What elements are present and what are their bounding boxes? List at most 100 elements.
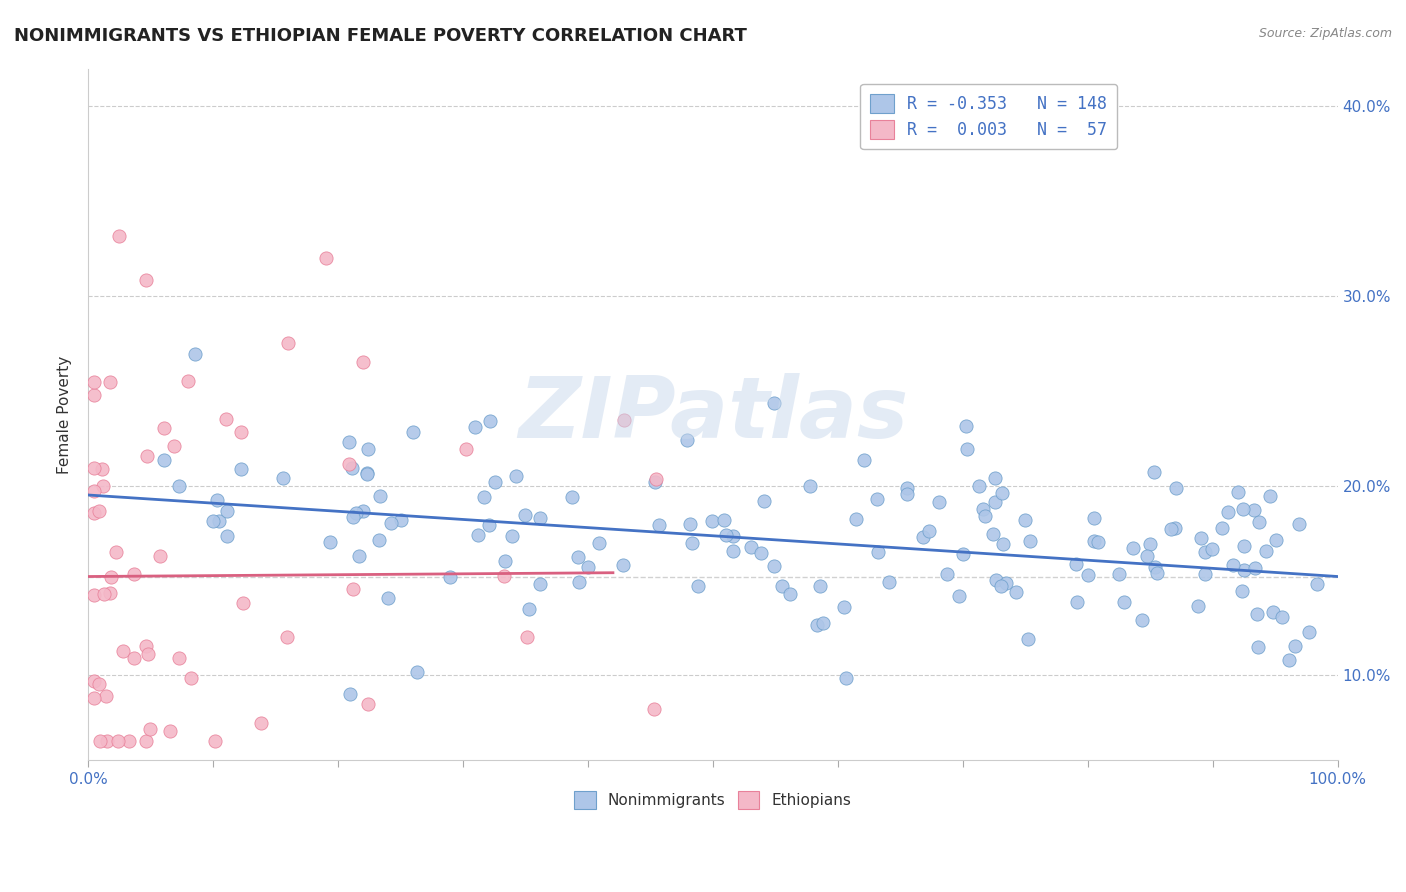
Point <box>205 492 228 507</box>
Point <box>342 582 364 597</box>
Point <box>567 549 589 564</box>
Point <box>1187 599 1209 614</box>
Point <box>402 425 425 439</box>
Point <box>356 466 378 480</box>
Point <box>1108 567 1130 582</box>
Point <box>339 457 361 471</box>
Point <box>832 600 855 615</box>
Point <box>974 508 997 523</box>
Point <box>315 251 337 265</box>
Point <box>714 527 737 541</box>
Point <box>990 579 1012 593</box>
Point <box>1064 557 1087 571</box>
Point <box>1246 640 1268 654</box>
Point <box>1232 501 1254 516</box>
Legend: Nonimmigrants, Ethiopians: Nonimmigrants, Ethiopians <box>568 785 858 815</box>
Point <box>852 453 875 467</box>
Point <box>83 460 105 475</box>
Point <box>136 449 159 463</box>
Point <box>319 535 342 549</box>
Point <box>153 452 176 467</box>
Point <box>134 734 156 748</box>
Point <box>204 734 226 748</box>
Point <box>1246 607 1268 621</box>
Point <box>1260 489 1282 503</box>
Point <box>770 579 793 593</box>
Point <box>136 647 159 661</box>
Point <box>357 697 380 711</box>
Point <box>337 435 360 450</box>
Point <box>806 617 828 632</box>
Point <box>984 573 1007 587</box>
Point <box>529 510 551 524</box>
Point <box>505 469 527 483</box>
Point <box>1114 595 1136 609</box>
Point <box>380 516 402 531</box>
Point <box>352 503 374 517</box>
Point <box>1122 541 1144 555</box>
Point <box>952 547 974 561</box>
Point <box>167 651 190 665</box>
Point <box>676 434 699 448</box>
Point <box>896 487 918 501</box>
Point <box>89 734 111 748</box>
Point <box>936 566 959 581</box>
Point <box>208 514 231 528</box>
Point <box>1243 502 1265 516</box>
Point <box>98 375 121 389</box>
Point <box>501 529 523 543</box>
Point <box>439 570 461 584</box>
Point <box>1247 515 1270 529</box>
Point <box>529 576 551 591</box>
Point <box>89 677 111 691</box>
Point <box>1226 484 1249 499</box>
Point <box>918 524 941 539</box>
Point <box>928 495 950 509</box>
Point <box>679 516 702 531</box>
Point <box>1004 584 1026 599</box>
Point <box>177 374 200 388</box>
Point <box>352 355 374 369</box>
Point <box>754 494 776 508</box>
Point <box>1066 595 1088 609</box>
Point <box>111 644 134 658</box>
Point <box>763 395 786 409</box>
Point <box>202 514 225 528</box>
Point <box>149 549 172 563</box>
Point <box>643 701 665 715</box>
Point <box>1083 533 1105 548</box>
Point <box>271 471 294 485</box>
Point <box>456 442 478 456</box>
Point <box>342 461 364 475</box>
Point <box>517 602 540 616</box>
Point <box>339 687 361 701</box>
Point <box>972 502 994 516</box>
Point <box>990 486 1012 500</box>
Point <box>1233 539 1256 553</box>
Point <box>702 514 724 528</box>
Point <box>215 529 238 543</box>
Point <box>612 558 634 572</box>
Point <box>808 578 831 592</box>
Point <box>1139 537 1161 551</box>
Point <box>1136 549 1159 563</box>
Point <box>83 484 105 499</box>
Point <box>681 536 703 550</box>
Point <box>1014 513 1036 527</box>
Point <box>588 536 610 550</box>
Text: NONIMMIGRANTS VS ETHIOPIAN FEMALE POVERTY CORRELATION CHART: NONIMMIGRANTS VS ETHIOPIAN FEMALE POVERT… <box>14 27 747 45</box>
Point <box>153 421 176 435</box>
Point <box>1017 632 1039 646</box>
Point <box>478 517 501 532</box>
Point <box>277 336 299 351</box>
Point <box>811 616 834 631</box>
Point <box>159 724 181 739</box>
Point <box>1130 613 1153 627</box>
Text: ZIPatlas: ZIPatlas <box>517 373 908 456</box>
Point <box>1163 521 1185 535</box>
Point <box>1278 653 1301 667</box>
Point <box>107 734 129 748</box>
Point <box>516 630 538 644</box>
Point <box>984 494 1007 508</box>
Point <box>250 716 273 731</box>
